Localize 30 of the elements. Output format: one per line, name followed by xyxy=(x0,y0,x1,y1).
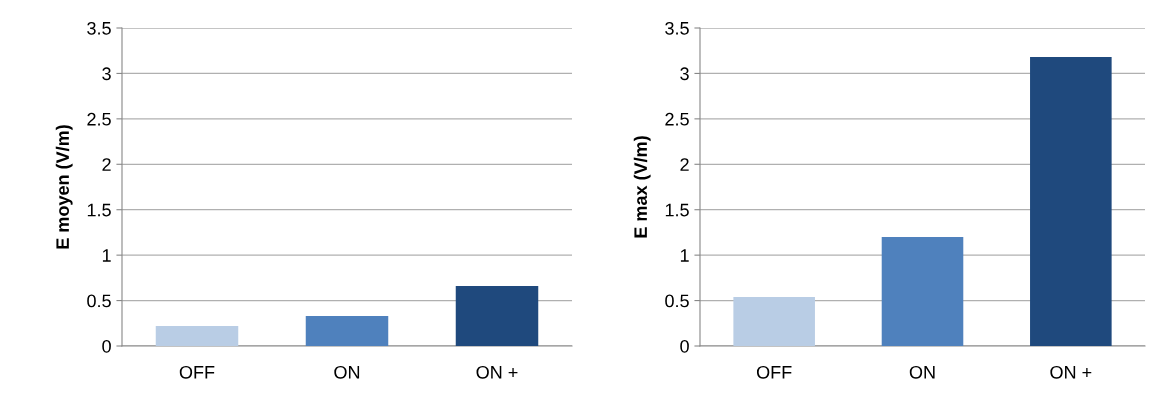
y-tick-label: 3 xyxy=(680,67,689,81)
y-tick-label: 0 xyxy=(680,339,689,353)
y-tick-label: 1 xyxy=(102,249,111,262)
bar xyxy=(1030,57,1112,346)
y-axis-title: E max (V/m) xyxy=(633,136,651,238)
x-tick-label: ON xyxy=(909,365,935,379)
y-axis-title: E moyen (V/m) xyxy=(55,125,73,249)
y-tick-label: 1.5 xyxy=(87,203,111,217)
x-tick-label: ON + xyxy=(476,365,518,379)
bar xyxy=(305,316,389,346)
y-tick-label: 3.5 xyxy=(87,21,111,35)
bar xyxy=(881,236,964,346)
x-tick-label: ON xyxy=(334,365,360,379)
y-tick-label: 0.5 xyxy=(87,294,111,308)
y-tick-label: 2 xyxy=(680,158,689,171)
y-tick-label: 2.5 xyxy=(87,112,111,126)
y-tick-label: 0.5 xyxy=(665,294,689,308)
y-tick-label: 3 xyxy=(102,67,111,81)
x-tick-label: OFF xyxy=(179,365,215,379)
y-tick-label: 1.5 xyxy=(665,203,689,217)
bar xyxy=(455,286,539,346)
y-tick-label: 2 xyxy=(102,158,111,171)
y-tick-label: 0 xyxy=(102,339,111,353)
bar xyxy=(733,296,815,346)
y-tick-label: 1 xyxy=(680,249,689,262)
x-tick-label: ON + xyxy=(1050,365,1092,379)
bar xyxy=(155,326,239,346)
y-tick-label: 2.5 xyxy=(665,112,689,126)
x-tick-label: OFF xyxy=(756,365,792,379)
y-tick-label: 3.5 xyxy=(665,21,689,35)
